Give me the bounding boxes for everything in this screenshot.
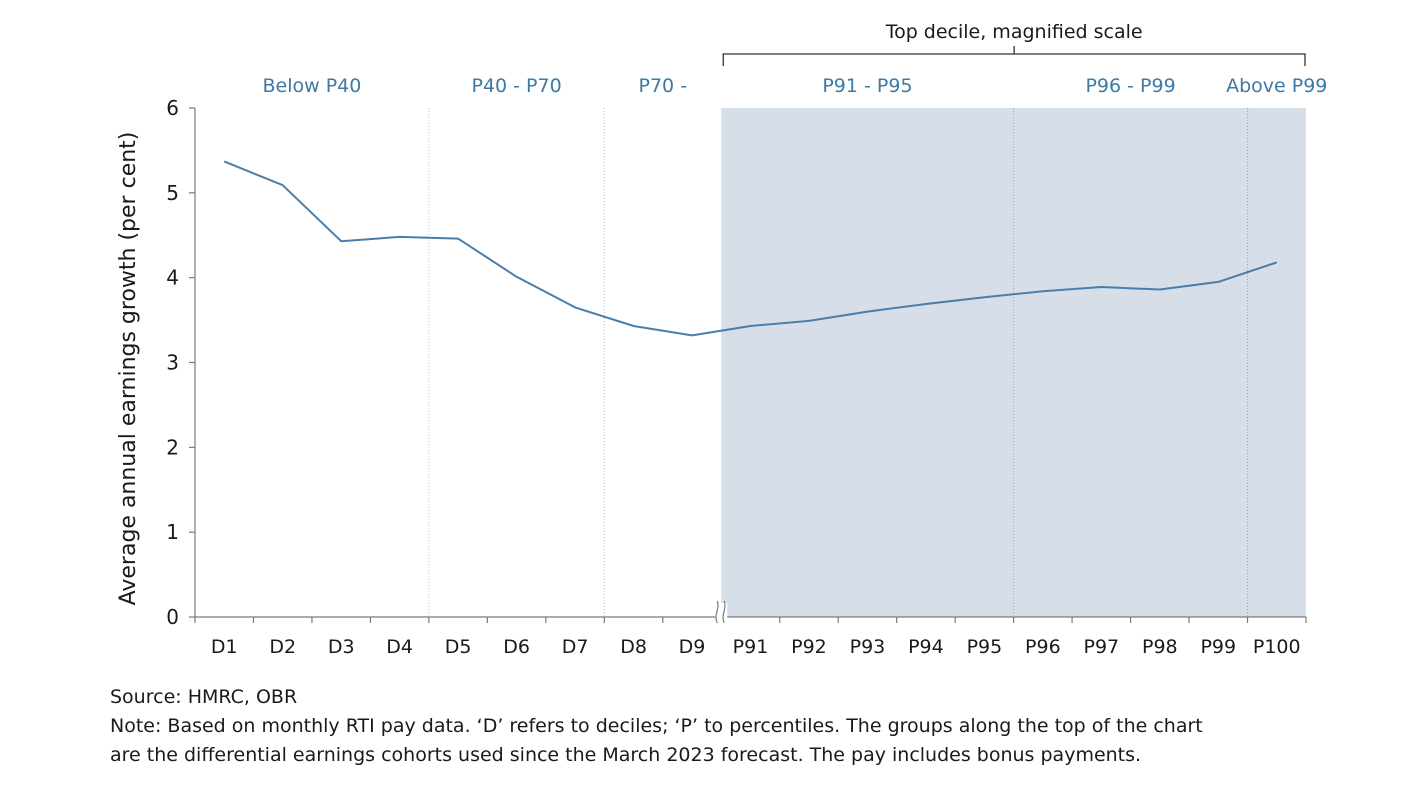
x-tick-label: P97 xyxy=(1084,636,1120,658)
x-tick-label: P91 xyxy=(733,636,769,658)
x-tick-label: D1 xyxy=(211,636,238,658)
group-label: Below P40 xyxy=(263,75,362,97)
x-tick-label: P95 xyxy=(967,636,1003,658)
x-tick-label: D9 xyxy=(679,636,706,658)
y-tick-labels: 0 1 2 3 4 5 6 xyxy=(166,96,179,629)
x-tick-label: D3 xyxy=(328,636,355,658)
group-dividers xyxy=(428,108,1249,617)
x-tick-label: D8 xyxy=(620,636,647,658)
note-line-2: are the differential earnings cohorts us… xyxy=(110,744,1142,766)
x-tick-label: D6 xyxy=(503,636,530,658)
x-tick-labels: D1 D2 D3 D4 D5 D6 D7 D8 D9 P91 P92 P93 P94 P95 P96 P97 P… xyxy=(211,636,1301,658)
group-label: P96 - P99 xyxy=(1085,75,1175,97)
note-line-1: Note: Based on monthly RTI pay data. ‘D’… xyxy=(110,715,1203,737)
source-note: Source: HMRC, OBR xyxy=(110,686,298,708)
top-decile-bracket xyxy=(722,46,1306,66)
bracket-line xyxy=(722,46,1306,66)
break-curve-right xyxy=(722,600,726,624)
x-tick-label: D5 xyxy=(445,636,472,658)
x-tick-label: P99 xyxy=(1200,636,1236,658)
x-tick-label: P93 xyxy=(850,636,886,658)
y-axis-label: Average annual earnings growth (per cent… xyxy=(116,132,141,606)
series-line xyxy=(223,160,1278,337)
y-tick-label: 2 xyxy=(166,435,179,459)
y-tick-label: 5 xyxy=(166,181,179,205)
group-label: Above P99 xyxy=(1226,75,1327,97)
y-tick-label: 4 xyxy=(166,266,179,290)
bracket-label: Top decile, magnified scale xyxy=(885,21,1143,43)
group-label: P40 - P70 xyxy=(471,75,561,97)
chart-footer: Source: HMRC, OBR Note: Based on monthly… xyxy=(110,683,1400,770)
x-tick-label: P96 xyxy=(1025,636,1061,658)
x-tick-label: D7 xyxy=(562,636,589,658)
x-tick-label: D2 xyxy=(269,636,296,658)
x-tick-label: P92 xyxy=(791,636,827,658)
x-tick-label: D4 xyxy=(386,636,413,658)
y-tick-label: 3 xyxy=(166,351,179,375)
x-tick-label: P98 xyxy=(1142,636,1178,658)
break-curve-left xyxy=(715,600,719,624)
y-tick-label: 0 xyxy=(166,605,179,629)
group-label: P91 - P95 xyxy=(822,75,912,97)
x-tick-label: P94 xyxy=(908,636,944,658)
group-label: P70 - xyxy=(639,75,688,97)
y-tick-label: 1 xyxy=(166,520,179,544)
line-chart: Top decile, magnified scale Below P40 P40… xyxy=(116,21,1328,658)
x-tick-label: P100 xyxy=(1253,636,1301,658)
y-tick-label: 6 xyxy=(166,96,179,120)
axis-break-mark xyxy=(715,600,728,624)
group-labels: Below P40 P40 - P70 P70 - P91 - P95 P96 - P9… xyxy=(263,75,1328,97)
